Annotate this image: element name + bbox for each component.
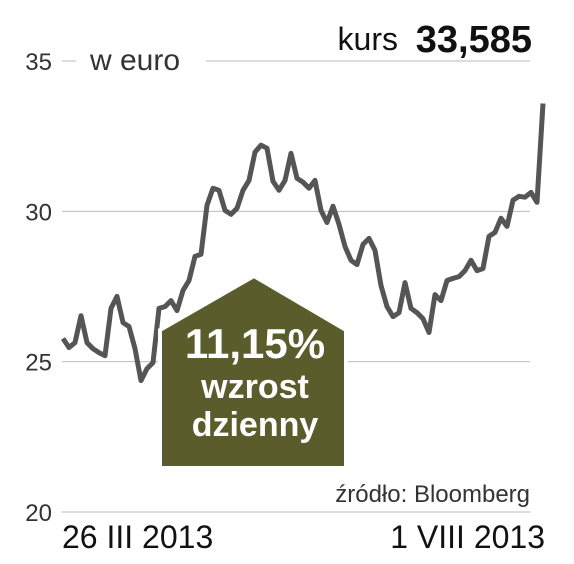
annotation-value: 11,15% [185, 320, 325, 367]
label-bg [76, 40, 206, 80]
annotation-line: wzrost [200, 368, 309, 406]
line [60, 103, 546, 384]
y-axis-label: w euro [89, 44, 180, 77]
annotation-line: dzienny [192, 406, 319, 444]
plot [60, 103, 546, 384]
x-tick-label: 26 III 2013 [62, 519, 213, 555]
source: źródło: Bloomberg [335, 481, 530, 508]
y-tick-label: 20 [25, 500, 52, 527]
y-tick-label: 30 [25, 199, 52, 226]
y-tick-label: 35 [25, 49, 52, 76]
chart-title: kurs [338, 21, 398, 57]
arrow-badge [158, 273, 348, 470]
title-value: 33,585 [416, 19, 532, 61]
y-tick-label: 25 [25, 350, 52, 377]
x-tick-label: 1 VIII 2013 [390, 519, 545, 555]
